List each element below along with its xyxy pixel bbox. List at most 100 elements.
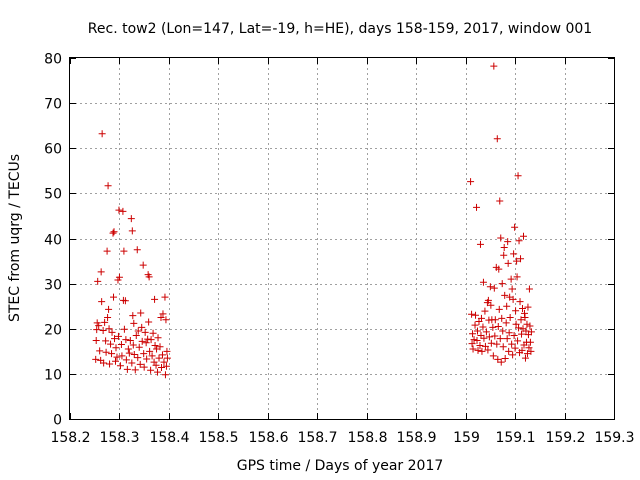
data-point	[162, 316, 170, 324]
data-point	[487, 301, 495, 309]
data-point	[115, 206, 123, 214]
data-point	[503, 335, 511, 343]
y-tick-label: 20	[44, 323, 62, 339]
data-point	[479, 278, 487, 286]
data-point	[116, 362, 124, 370]
x-tick-label: 158.7	[297, 430, 337, 446]
data-point	[134, 327, 142, 335]
data-point	[102, 337, 110, 345]
data-point	[154, 334, 162, 342]
data-point	[481, 307, 489, 315]
data-point	[129, 341, 137, 349]
data-point	[121, 297, 129, 305]
data-point	[479, 323, 487, 331]
data-point	[140, 350, 148, 358]
data-point	[102, 348, 110, 356]
data-point	[109, 229, 117, 237]
data-point	[108, 328, 116, 336]
data-point	[521, 354, 529, 362]
data-point	[119, 207, 127, 215]
data-point	[139, 261, 147, 269]
data-point	[524, 303, 532, 311]
data-point	[159, 310, 167, 318]
data-point	[518, 330, 526, 338]
x-tick-label: 158.2	[50, 430, 90, 446]
data-point	[513, 257, 521, 265]
data-point	[104, 313, 112, 321]
data-point	[142, 339, 150, 347]
data-point	[105, 325, 113, 333]
data-point	[107, 340, 115, 348]
data-point	[515, 237, 523, 245]
data-point	[133, 246, 141, 254]
data-point	[517, 316, 525, 324]
data-point	[110, 293, 118, 301]
data-point	[128, 359, 136, 367]
chart-title: Rec. tow2 (Lon=147, Lat=-19, h=HE), days…	[88, 21, 592, 37]
data-point	[108, 350, 116, 358]
data-point	[151, 341, 159, 349]
data-point	[94, 277, 102, 285]
data-point	[484, 346, 492, 354]
data-point	[100, 359, 108, 367]
data-point	[123, 365, 131, 373]
x-tick-label: 158.8	[347, 430, 387, 446]
data-point	[508, 285, 516, 293]
data-point	[519, 304, 527, 312]
data-point	[497, 358, 505, 366]
data-point	[124, 345, 132, 353]
data-point	[160, 358, 168, 366]
data-point	[99, 327, 107, 335]
data-point	[489, 323, 497, 331]
data-point	[122, 356, 130, 364]
data-point	[469, 345, 477, 353]
data-point	[128, 227, 136, 235]
data-point	[510, 250, 518, 258]
data-point	[110, 228, 118, 236]
data-point	[136, 360, 144, 368]
y-tick-label: 30	[44, 278, 62, 294]
data-point	[134, 354, 142, 362]
data-point	[514, 172, 522, 180]
data-point	[138, 323, 146, 331]
data-point	[156, 343, 164, 351]
data-point	[127, 215, 135, 223]
data-point	[491, 316, 499, 324]
data-point	[499, 343, 507, 351]
data-point	[527, 328, 535, 336]
data-point	[468, 340, 476, 348]
data-point	[140, 363, 148, 371]
data-point	[125, 349, 133, 357]
data-point	[103, 247, 111, 255]
data-point	[500, 251, 508, 259]
data-point	[493, 340, 501, 348]
data-point	[505, 347, 513, 355]
data-point	[149, 329, 157, 337]
data-point	[515, 324, 523, 332]
data-point	[98, 130, 106, 138]
data-point	[122, 336, 130, 344]
data-point	[120, 325, 128, 333]
y-tick-label: 50	[44, 187, 62, 203]
data-point	[163, 347, 171, 355]
data-point	[141, 328, 149, 336]
x-axis-label: GPS time / Days of year 2017	[237, 458, 444, 474]
data-point	[161, 371, 169, 379]
x-tick-label: 158.9	[396, 430, 436, 446]
data-point	[113, 353, 121, 361]
data-point	[517, 255, 525, 263]
data-point	[126, 336, 134, 344]
data-point	[93, 326, 101, 334]
x-tick-label: 159.2	[545, 430, 585, 446]
data-point	[480, 334, 488, 342]
data-point	[157, 364, 165, 372]
data-point	[512, 320, 520, 328]
axis-ticks	[70, 58, 615, 420]
grid-lines	[70, 58, 614, 419]
data-point	[115, 273, 123, 281]
data-point	[147, 366, 155, 374]
y-axis-label: STEC from uqrg / TECUs	[7, 154, 23, 322]
data-point	[512, 307, 520, 315]
data-point	[473, 336, 481, 344]
data-point	[526, 322, 534, 330]
